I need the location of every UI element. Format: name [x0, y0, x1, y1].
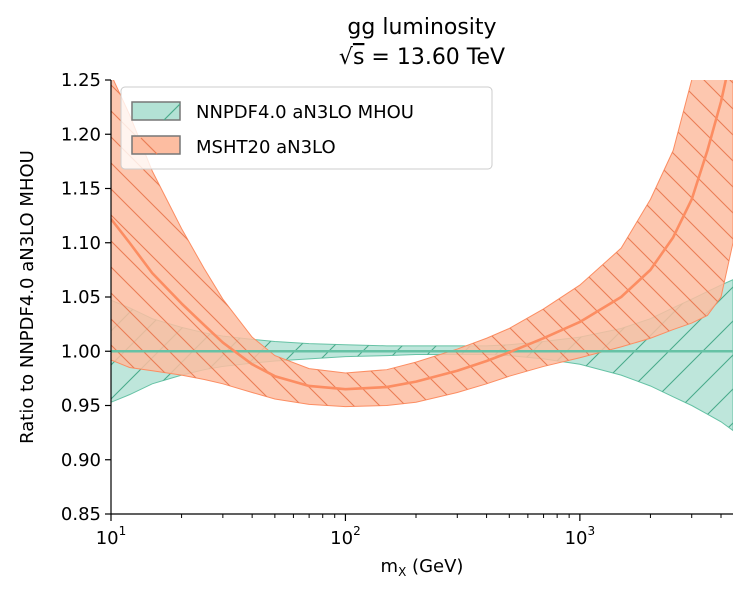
y-tick-label: 0.85 — [61, 504, 101, 525]
legend-hatch-msht — [140, 137, 158, 155]
x-tick-label: 102 — [330, 524, 361, 549]
x-axis-label-main: m — [381, 556, 399, 577]
y-tick-label: 1.10 — [61, 233, 101, 254]
legend-hatch-nnpdf — [163, 103, 181, 121]
legend-swatch-msht — [131, 135, 181, 155]
legend-frame — [120, 86, 493, 170]
x-axis-label: mX (GeV) — [381, 556, 464, 579]
legend-item-msht: MSHT20 aN3LO — [131, 135, 336, 158]
y-tick-label: 1.25 — [61, 70, 101, 91]
y-tick-label: 1.15 — [61, 179, 101, 200]
sqrt-symbol: √ — [339, 45, 354, 70]
x-axis-label-sub: X — [398, 565, 406, 579]
y-tick-label: 0.95 — [61, 396, 101, 417]
subtitle-energy: = 13.60 TeV — [364, 45, 505, 70]
legend-item-nnpdf: NNPDF4.0 aN3LO MHOU — [131, 101, 414, 123]
x-tick-label: 103 — [565, 524, 596, 549]
x-tick-label: 101 — [96, 524, 127, 549]
legend-label-msht: MSHT20 aN3LO — [196, 137, 336, 158]
y-tick-label: 1.05 — [61, 287, 101, 308]
chart-subtitle: √s = 13.60 TeV — [339, 45, 505, 70]
y-axis-label: Ratio to NNPDF4.0 aN3LO MHOU — [17, 150, 38, 444]
chart-title: gg luminosity — [347, 15, 496, 40]
x-axis-label-unit: (GeV) — [406, 556, 463, 577]
sqrt-argument: s — [353, 45, 364, 70]
legend-label-nnpdf: NNPDF4.0 aN3LO MHOU — [196, 102, 414, 123]
y-tick-label: 1.20 — [61, 124, 101, 145]
y-tick-label: 1.00 — [61, 341, 101, 362]
central-line-msht — [111, 80, 728, 391]
plot-area — [111, 80, 733, 432]
y-tick-label: 0.90 — [61, 450, 101, 471]
band-hatch-msht — [111, 80, 733, 407]
legend: NNPDF4.0 aN3LO MHOU MSHT20 aN3LO — [120, 86, 493, 170]
